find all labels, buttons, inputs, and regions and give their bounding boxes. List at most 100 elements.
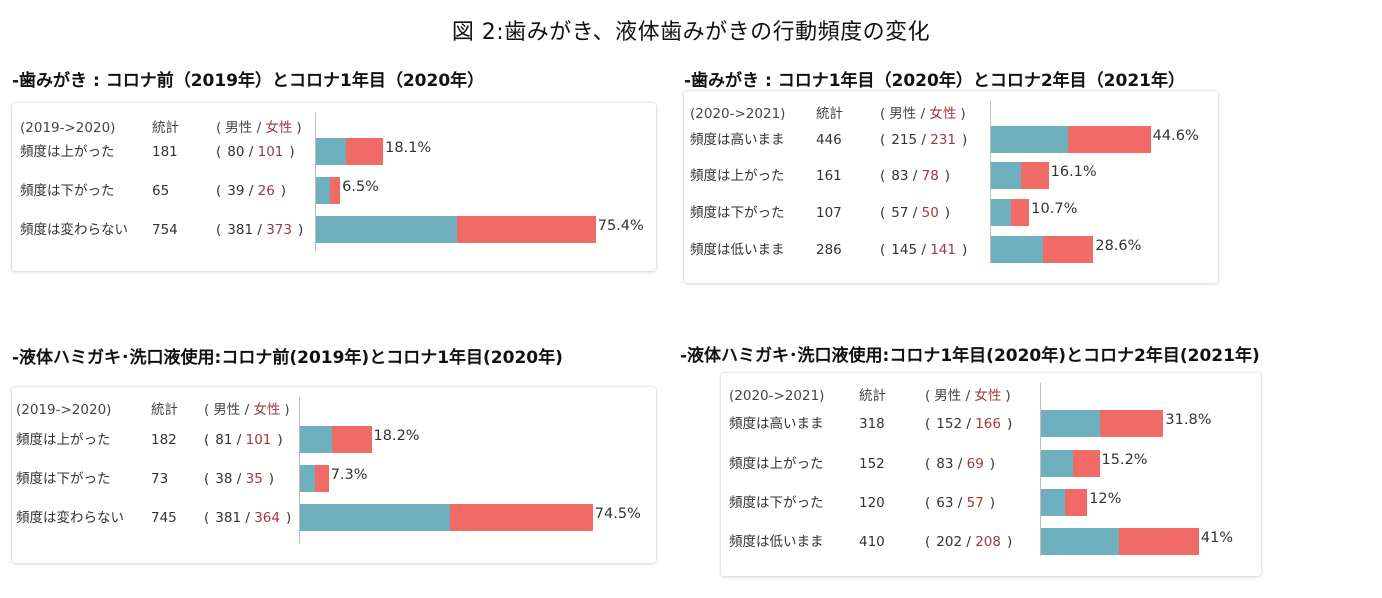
bar-percent-label: 31.8% [1165,412,1212,428]
bar-percent-label: 7.3% [330,467,368,483]
bar-percent-label: 75.4% [597,218,644,234]
bar-segment-male [300,426,332,453]
header-gender: (男性 / 女性) [925,387,1011,405]
header-open-paren: ( [880,106,886,122]
row-label: 頻度は下がった [20,183,115,199]
row-separator: / [241,510,255,526]
row-label: 頻度は上がった [729,456,824,472]
bar-segment-male [316,216,458,243]
row-close-paren: ) [280,183,287,199]
row-gender-counts: (145 / 141) [880,241,967,259]
bar-percent-label: 15.2% [1101,452,1148,468]
row-open-paren: ( [880,132,886,148]
row-separator: / [953,495,967,511]
bar-segment-male [1041,450,1073,477]
row-female-count: 35 [245,471,263,487]
header-female: 女性 [265,120,293,136]
row-female-count: 166 [975,416,1001,432]
row-male-count: 202 [936,534,963,550]
row-gender-counts: (81 / 101) [204,431,283,449]
header-close-paren: ) [960,106,966,122]
row-label: 頻度は上がった [690,168,785,184]
row-total: 161 [816,168,842,184]
row-separator: / [962,534,976,550]
bar-percent-label: 41% [1200,530,1234,546]
panel-title-mouthwash-2019-2020: -液体ハミガキ･洗口液使用:コロナ前(2019年)とコロナ1年目(2020年) [12,348,563,368]
bar-segment-male [300,504,450,531]
bar-segment-female [1099,410,1164,437]
row-open-paren: ( [925,534,931,550]
row-separator: / [953,456,967,472]
bar-segment-female [330,177,341,204]
row-total: 745 [151,510,177,526]
row-total: 65 [152,183,170,199]
row-close-paren: ) [297,222,304,238]
bar-segment-female [1067,126,1151,153]
row-male-count: 57 [891,205,909,221]
bar-percent-label: 12% [1089,491,1122,507]
row-close-paren: ) [944,205,951,221]
header-male: 男性 [213,402,241,418]
row-female-count: 101 [257,144,284,160]
row-total: 410 [859,534,885,550]
row-open-paren: ( [204,510,210,526]
row-label: 頻度は低いまま [690,242,785,258]
row-close-paren: ) [944,168,951,184]
row-separator: / [253,222,267,238]
row-total: 446 [816,132,842,148]
row-male-count: 83 [891,168,909,184]
header-open-paren: ( [204,402,210,418]
bar-percent-label: 6.5% [342,179,379,195]
bar-segment-male [1041,410,1100,437]
header-separator: / [916,106,930,122]
header-gender: (男性 / 女性) [880,105,966,123]
row-male-count: 39 [227,183,245,199]
bar-percent-label: 28.6% [1095,238,1142,254]
row-label: 頻度は高いまま [729,416,824,432]
row-female-count: 231 [930,132,956,148]
bar-axis-line [1040,383,1041,556]
bar-segment-female [331,426,372,453]
row-gender-counts: (381 / 364) [204,509,291,527]
row-total: 107 [816,205,842,221]
row-open-paren: ( [880,205,886,221]
row-female-count: 57 [966,495,984,511]
bar-segment-male [991,126,1068,153]
row-gender-counts: (381 / 373) [216,221,303,239]
row-close-paren: ) [1006,416,1013,432]
bar-segment-female [1065,489,1088,516]
row-gender-counts: (80 / 101) [216,143,295,161]
header-period: (2020->2021) [729,388,825,404]
row-male-count: 80 [227,144,245,160]
row-gender-counts: (39 / 26) [216,182,286,200]
row-close-paren: ) [989,495,996,511]
header-open-paren: ( [925,388,931,404]
panel-title-mouthwash-2020-2021: -液体ハミガキ･洗口液使用:コロナ1年目(2020年)とコロナ2年目(2021年… [680,346,1260,366]
row-label: 頻度は下がった [729,495,824,511]
row-gender-counts: (215 / 231) [880,131,967,149]
row-open-paren: ( [216,222,222,238]
row-male-count: 38 [215,471,233,487]
row-separator: / [917,132,931,148]
bar-segment-female [449,504,593,531]
bar-segment-female [1118,528,1199,555]
header-female: 女性 [253,402,281,418]
row-female-count: 69 [966,456,984,472]
row-separator: / [908,205,922,221]
panel-title-toothbrushing-2020-2021: -歯みがき : コロナ1年目（2020年）とコロナ2年目（2021年） [684,71,1185,91]
header-period: (2020->2021) [690,106,786,122]
row-female-count: 26 [257,183,275,199]
row-close-paren: ) [989,456,996,472]
row-close-paren: ) [277,432,283,448]
bar-segment-male [300,465,315,492]
figure-title: 図 2:歯みがき、液体歯みがきの行動頻度の変化 [451,20,931,45]
row-gender-counts: (202 / 208) [925,533,1012,551]
row-female-count: 141 [930,242,956,258]
row-open-paren: ( [925,456,931,472]
header-separator: / [252,120,266,136]
bar-percent-label: 44.6% [1152,128,1199,144]
chart-card-mouthwash-2020-2021: (2020->2021) 統計(男性 / 女性) 頻度は高いまま 318(152 / … [721,373,1261,576]
row-male-count: 152 [936,416,963,432]
row-open-paren: ( [925,416,931,432]
row-female-count: 373 [266,222,292,238]
